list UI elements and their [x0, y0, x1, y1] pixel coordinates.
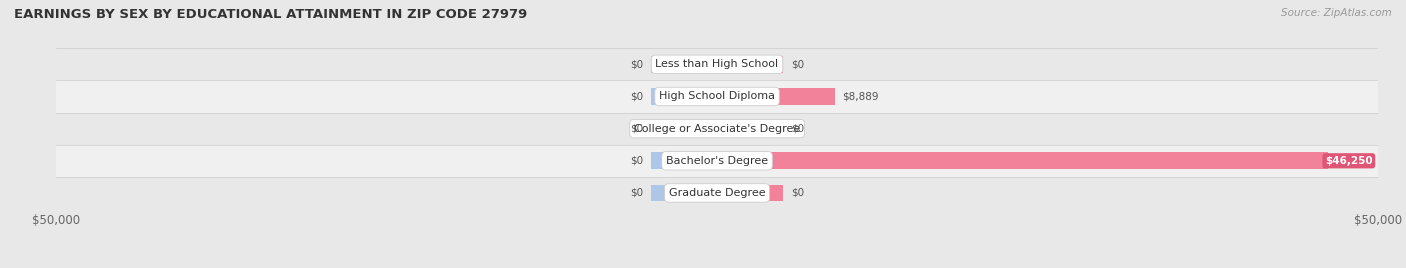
- Bar: [651, 185, 717, 201]
- Bar: [56, 177, 1378, 209]
- Text: High School Diploma: High School Diploma: [659, 91, 775, 102]
- Bar: [717, 185, 783, 201]
- Bar: [56, 113, 1378, 145]
- Text: $0: $0: [630, 91, 643, 102]
- Bar: [651, 88, 717, 105]
- Bar: [56, 48, 1378, 80]
- Text: $0: $0: [630, 59, 643, 69]
- Text: EARNINGS BY SEX BY EDUCATIONAL ATTAINMENT IN ZIP CODE 27979: EARNINGS BY SEX BY EDUCATIONAL ATTAINMEN…: [14, 8, 527, 21]
- Bar: [717, 152, 1329, 169]
- Bar: [717, 88, 835, 105]
- Bar: [651, 120, 717, 137]
- Bar: [651, 152, 717, 169]
- Text: Source: ZipAtlas.com: Source: ZipAtlas.com: [1281, 8, 1392, 18]
- Text: $46,250: $46,250: [1324, 156, 1372, 166]
- Text: $0: $0: [630, 156, 643, 166]
- Text: Less than High School: Less than High School: [655, 59, 779, 69]
- Bar: [56, 145, 1378, 177]
- Text: College or Associate's Degree: College or Associate's Degree: [634, 124, 800, 134]
- Text: $0: $0: [792, 59, 804, 69]
- Text: $8,889: $8,889: [842, 91, 879, 102]
- Text: Bachelor's Degree: Bachelor's Degree: [666, 156, 768, 166]
- Bar: [651, 56, 717, 73]
- Text: $0: $0: [630, 124, 643, 134]
- Bar: [56, 80, 1378, 113]
- Text: $0: $0: [630, 188, 643, 198]
- Bar: [717, 56, 783, 73]
- Text: Graduate Degree: Graduate Degree: [669, 188, 765, 198]
- Text: $0: $0: [792, 124, 804, 134]
- Text: $0: $0: [792, 188, 804, 198]
- Bar: [717, 120, 783, 137]
